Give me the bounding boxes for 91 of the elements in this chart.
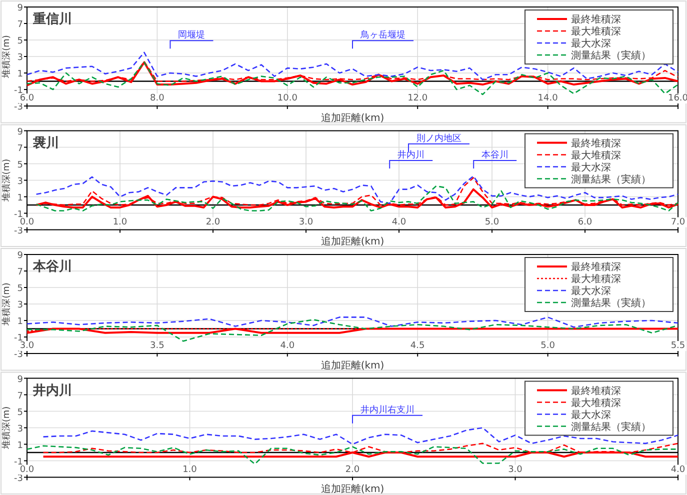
line-series [26, 445, 679, 465]
legend-label: 最大水深 [571, 161, 611, 174]
x-tick-label: 3.5 [150, 341, 164, 351]
x-tick-label: 5.0 [484, 217, 500, 228]
y-tick-label: 1 [17, 440, 23, 451]
line-series [26, 52, 679, 80]
annotation: 本谷川 [482, 149, 509, 160]
legend-label: 最終堆積深 [571, 261, 621, 273]
legend-label: 測量結果（実績） [571, 50, 651, 62]
x-tick-label: 4.0 [280, 341, 295, 351]
x-tick-label: 3.0 [20, 341, 34, 351]
x-axis-title: 追加距離(km) [320, 236, 384, 248]
y-axis-title: 堆積深(m) [1, 158, 12, 203]
y-tick-label: 3 [17, 53, 23, 63]
y-axis-title: 堆積深(m) [1, 35, 12, 79]
x-tick-label: 6.0 [20, 94, 34, 104]
line-series [26, 61, 679, 86]
legend-label: 最大堆積深 [571, 149, 621, 162]
line-series [42, 442, 679, 454]
annotation: 井内川右支川 [360, 404, 414, 416]
x-axis-title: 追加距離(km) [320, 359, 384, 372]
legend-label: 測量結果（実績） [571, 420, 651, 433]
x-tick-label: 0.0 [20, 464, 34, 475]
y-tick-label: -1 [14, 210, 23, 220]
x-tick-label: 1.0 [112, 217, 128, 228]
legend-label: 最終堆積深 [571, 14, 621, 26]
x-tick-label: 1.0 [182, 464, 198, 475]
x-tick-label: 0.0 [20, 217, 34, 228]
line-series [26, 60, 679, 82]
y-tick-label: -1 [14, 457, 23, 468]
y-tick-label: 1 [17, 317, 23, 327]
annotation: 鳥ヶ岳堰堤 [360, 30, 406, 41]
x-tick-label: 4.0 [670, 464, 686, 475]
x-axis-title: 追加距離(km) [320, 483, 384, 495]
chart-title: 本谷川 [32, 260, 72, 274]
x-tick-label: 2.0 [345, 464, 360, 475]
x-tick-label: 7.0 [670, 217, 686, 228]
x-tick-label: 5.5 [670, 341, 686, 351]
legend-label: 最大水深 [571, 408, 611, 421]
annotation: 井内川 [398, 149, 425, 160]
x-tick-label: 3.0 [298, 217, 314, 228]
y-tick-label: 7 [17, 144, 23, 154]
chart-title: 袰川 [32, 136, 59, 151]
y-tick-label: 1 [17, 70, 23, 80]
y-tick-label: -1 [14, 334, 23, 344]
y-tick-label: 5 [17, 36, 23, 46]
x-axis-title: 追加距離(km) [320, 112, 384, 124]
x-tick-label: 4.5 [410, 341, 425, 351]
legend-label: 最大堆積深 [571, 273, 621, 285]
y-tick-label: 5 [17, 160, 23, 170]
y-tick-label: -1 [14, 86, 23, 96]
y-tick-label: 5 [17, 408, 23, 418]
y-tick-label: 3 [17, 300, 23, 310]
y-axis-title: 堆積深(m) [1, 406, 12, 450]
y-tick-label: 7 [17, 391, 23, 402]
y-tick-label: 9 [17, 251, 24, 261]
y-axis-title: 堆積深(m) [1, 282, 12, 326]
annotation: 則ノ内地区 [416, 132, 462, 144]
y-tick-label: 7 [17, 268, 23, 278]
y-tick-label: 5 [17, 284, 23, 294]
chart-title: 井内川 [32, 383, 72, 398]
legend-label: 最大堆積深 [571, 396, 621, 409]
y-tick-label: 9 [17, 4, 24, 14]
x-tick-label: 4.0 [392, 217, 406, 228]
x-tick-label: 12.0 [408, 94, 428, 104]
legend-label: 測量結果（実績） [571, 297, 651, 309]
y-tick-label: 7 [17, 20, 23, 30]
y-tick-label: -3 [14, 226, 23, 236]
annotation: 岡堰堤 [178, 30, 206, 41]
legend-label: 測量結果（実績） [571, 173, 651, 186]
x-tick-label: 10.0 [277, 94, 298, 104]
legend-label: 最大堆積深 [571, 26, 621, 38]
x-tick-label: 3.0 [508, 464, 523, 475]
x-tick-label: 2.0 [206, 217, 220, 228]
legend-label: 最終堆積深 [571, 137, 621, 150]
legend-label: 最大水深 [571, 285, 611, 297]
x-tick-label: 8.0 [150, 94, 165, 104]
y-tick-label: 9 [17, 127, 24, 138]
y-tick-label: -3 [14, 474, 23, 484]
y-tick-label: 3 [17, 424, 23, 434]
legend-label: 最大水深 [571, 38, 611, 50]
y-tick-label: 1 [17, 193, 23, 204]
x-tick-label: 6.0 [578, 217, 592, 228]
x-tick-label: 5.0 [540, 341, 556, 351]
y-tick-label: 9 [17, 374, 24, 385]
line-series [26, 316, 679, 328]
x-tick-label: 14.0 [538, 94, 558, 104]
line-series [26, 62, 679, 96]
chart-title: 重信川 [32, 11, 72, 27]
legend-label: 最終堆積深 [571, 384, 621, 397]
y-tick-label: 3 [17, 176, 23, 187]
